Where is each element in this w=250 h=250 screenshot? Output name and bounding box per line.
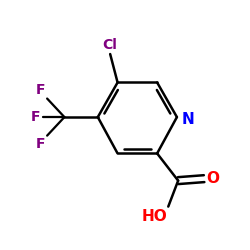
Text: Cl: Cl bbox=[103, 38, 118, 52]
Text: HO: HO bbox=[141, 209, 167, 224]
Text: O: O bbox=[206, 171, 220, 186]
Text: N: N bbox=[181, 112, 194, 127]
Text: F: F bbox=[36, 137, 45, 151]
Text: F: F bbox=[31, 110, 40, 124]
Text: F: F bbox=[36, 83, 45, 97]
